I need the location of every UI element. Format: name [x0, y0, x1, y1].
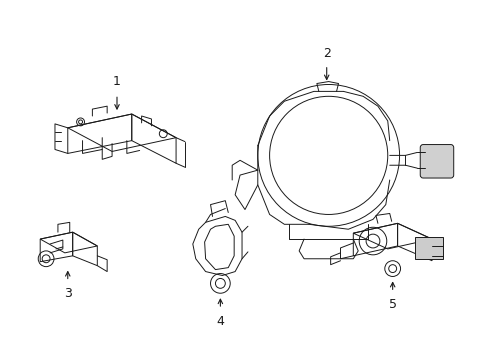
Text: 4: 4 — [216, 315, 224, 328]
FancyBboxPatch shape — [419, 145, 453, 178]
Text: 3: 3 — [64, 287, 72, 300]
Text: 2: 2 — [322, 47, 330, 60]
Text: 5: 5 — [388, 298, 396, 311]
Text: 1: 1 — [113, 76, 121, 89]
FancyBboxPatch shape — [414, 237, 442, 259]
